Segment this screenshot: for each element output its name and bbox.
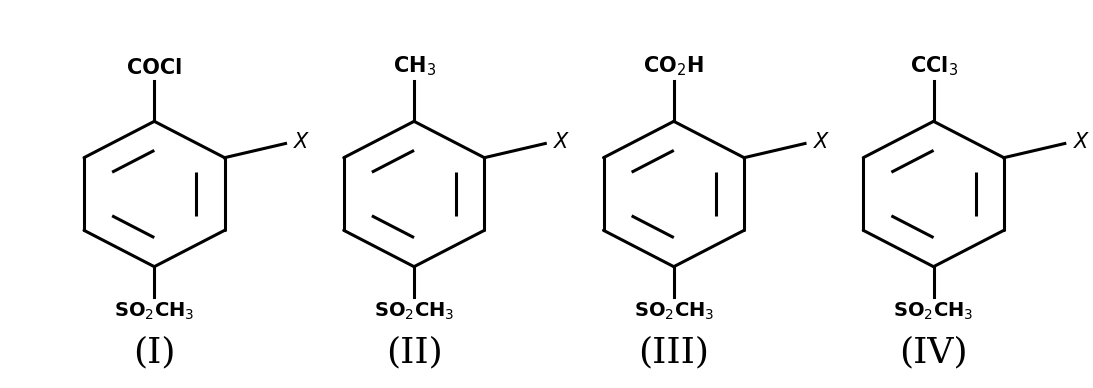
Text: X: X	[813, 132, 827, 152]
Text: (IV): (IV)	[900, 336, 968, 370]
Text: SO$_2$CH$_3$: SO$_2$CH$_3$	[374, 301, 455, 322]
Text: X: X	[1073, 132, 1088, 152]
Text: X: X	[554, 132, 568, 152]
Text: CO$_2$H: CO$_2$H	[644, 54, 704, 78]
Text: (III): (III)	[638, 336, 709, 370]
Text: (I): (I)	[133, 336, 176, 370]
Text: (II): (II)	[386, 336, 443, 370]
Text: CH$_3$: CH$_3$	[392, 54, 436, 78]
Text: CCl$_3$: CCl$_3$	[909, 54, 957, 78]
Text: X: X	[294, 132, 308, 152]
Text: SO$_2$CH$_3$: SO$_2$CH$_3$	[893, 301, 974, 322]
Text: SO$_2$CH$_3$: SO$_2$CH$_3$	[114, 301, 195, 322]
Text: SO$_2$CH$_3$: SO$_2$CH$_3$	[634, 301, 714, 322]
Text: COCl: COCl	[127, 57, 181, 78]
